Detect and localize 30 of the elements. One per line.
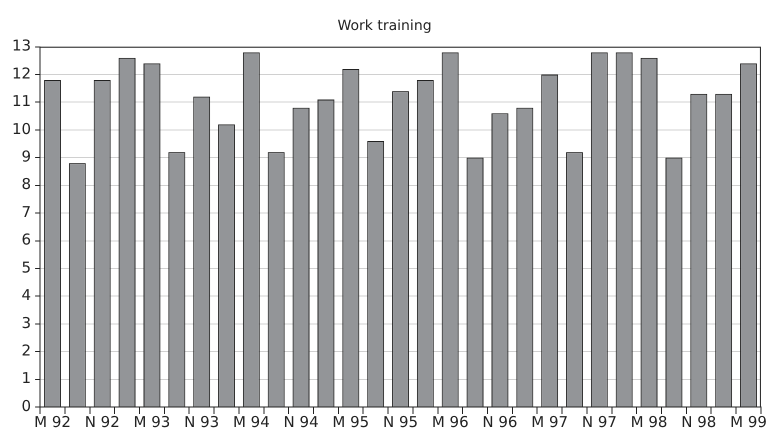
y-tick-label: 0 <box>22 396 32 415</box>
x-tick-label: M 98 <box>630 412 668 431</box>
x-tick-label: M 99 <box>730 412 767 431</box>
x-tick-label: M 92 <box>34 412 71 431</box>
y-tick-label: 4 <box>22 286 32 304</box>
x-tick-label: M 94 <box>232 412 270 431</box>
x-tick-label: N 96 <box>482 412 518 431</box>
x-tick-label: N 95 <box>382 412 418 431</box>
x-tick-label: M 96 <box>432 412 469 431</box>
x-tick-label: N 97 <box>582 412 617 431</box>
x-tick-label: N 93 <box>184 412 220 431</box>
y-tick-label: 13 <box>12 36 32 55</box>
x-tick-label: N 98 <box>681 412 716 431</box>
y-tick-label: 11 <box>12 92 32 110</box>
y-tick-label: 2 <box>22 341 32 360</box>
x-tick-label: M 93 <box>134 412 170 431</box>
y-tick-label: 10 <box>12 120 32 138</box>
x-tick-label: N 92 <box>84 412 120 431</box>
y-tick-label: 8 <box>22 175 32 194</box>
x-tick-label: M 95 <box>332 412 370 431</box>
y-tick-label: 7 <box>22 202 32 221</box>
y-tick-label: 5 <box>22 258 32 276</box>
chart-title: Work training <box>337 18 432 34</box>
y-tick-label: 9 <box>22 148 32 166</box>
y-tick-label: 1 <box>22 369 32 388</box>
y-tick-label: 12 <box>12 64 32 82</box>
x-tick-label: N 94 <box>284 412 319 431</box>
y-tick-label: 3 <box>22 314 32 332</box>
y-tick-label: 6 <box>22 230 32 249</box>
x-tick-label: M 97 <box>531 412 568 431</box>
